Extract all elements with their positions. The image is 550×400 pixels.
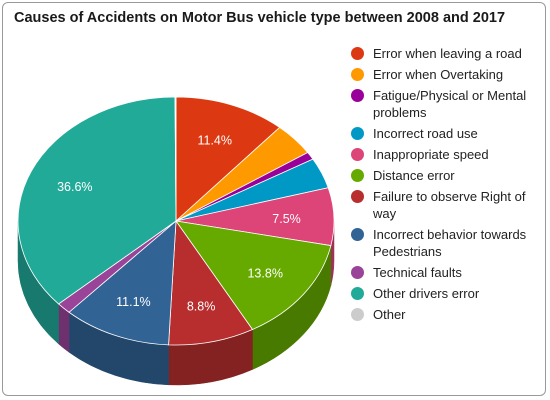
slice-label-0: 11.4%: [197, 134, 232, 148]
legend-swatch: [351, 228, 364, 241]
legend-item[interactable]: Inappropriate speed: [351, 146, 546, 163]
legend-label: Inappropriate speed: [373, 147, 489, 162]
legend-item[interactable]: Distance error: [351, 167, 546, 184]
pie-slice-6: [168, 219, 254, 346]
legend-swatch: [351, 148, 364, 161]
legend-swatch: [351, 89, 364, 102]
legend-label: Technical faults: [373, 265, 462, 280]
legend-swatch: [351, 190, 364, 203]
pie-slice-0: [175, 96, 281, 222]
legend-item[interactable]: Failure to observe Right of way: [351, 188, 546, 222]
legend-label: Other drivers error: [373, 286, 480, 301]
legend-label: Error when Overtaking: [373, 67, 504, 82]
legend-item[interactable]: Fatigue/Physical or Mental problems: [351, 87, 546, 121]
slice-label-4: 7.5%: [272, 212, 301, 226]
legend-item[interactable]: Other: [351, 306, 546, 323]
legend-label: Fatigue/Physical or Mental problems: [373, 88, 527, 120]
legend-swatch: [351, 127, 364, 140]
legend-label: Incorrect behavior towards Pedestrians: [373, 227, 527, 259]
legend-label: Distance error: [373, 168, 455, 183]
legend-item[interactable]: Error when leaving a road: [351, 45, 546, 62]
legend-swatch: [351, 308, 364, 321]
legend-label: Incorrect road use: [373, 126, 478, 141]
pie-slice-9: [17, 96, 177, 305]
pie-slice-5: [175, 220, 332, 331]
pie-slice-10: [174, 96, 177, 222]
chart-title: Causes of Accidents on Motor Bus vehicle…: [14, 10, 506, 26]
legend-item[interactable]: Incorrect behavior towards Pedestrians: [351, 226, 546, 260]
legend-swatch: [351, 47, 364, 60]
pie-slice-7: [68, 220, 177, 346]
legend-item[interactable]: Other drivers error: [351, 285, 546, 302]
chart-legend: Error when leaving a road Error when Over…: [351, 45, 546, 327]
legend-label: Other: [373, 307, 406, 322]
legend-label: Error when leaving a road: [373, 46, 522, 61]
legend-item[interactable]: Error when Overtaking: [351, 66, 546, 83]
legend-label: Failure to observe Right of way: [373, 189, 526, 221]
legend-item[interactable]: Technical faults: [351, 264, 546, 281]
slice-label-9: 36.6%: [57, 180, 92, 194]
legend-swatch: [351, 169, 364, 182]
legend-swatch: [351, 287, 364, 300]
slice-label-6: 8.8%: [187, 300, 216, 314]
legend-swatch: [351, 266, 364, 279]
slice-label-5: 13.8%: [247, 266, 282, 280]
slice-label-7: 11.1%: [116, 295, 151, 309]
legend-item[interactable]: Incorrect road use: [351, 125, 546, 142]
legend-swatch: [351, 68, 364, 81]
